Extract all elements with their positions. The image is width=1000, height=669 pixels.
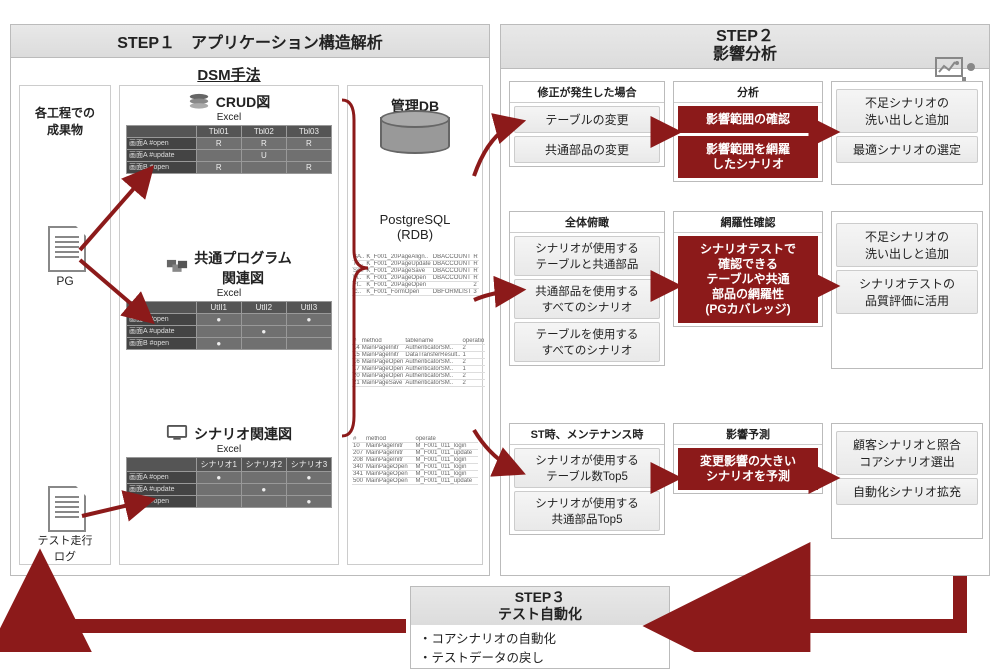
s2c3g3: 顧客シナリオと照合 コアシナリオ選出自動化シナリオ拡充 xyxy=(831,423,983,539)
pill: シナリオが使用する テーブル数Top5 xyxy=(514,448,660,488)
scenario-title: シナリオ関連図 xyxy=(194,424,292,444)
step1-title: STEP１ アプリケーション構造解析 xyxy=(11,25,489,58)
pill: テーブルを使用する すべてのシナリオ xyxy=(514,322,660,362)
pill: 影響範囲の確認 xyxy=(678,106,818,133)
boxes-icon xyxy=(166,259,188,275)
step2-title: STEP２ 影響分析 xyxy=(501,25,989,69)
crud-block: CRUD図 Excel Tbl01Tbl02Tbl03画面A #openRRR画… xyxy=(126,90,332,174)
step1-panel: STEP１ アプリケーション構造解析 各工程での 成果物 PG テスト走行 ログ… xyxy=(10,24,490,576)
pill: テーブルの変更 xyxy=(514,106,660,133)
s2c3g2: 不足シナリオの 洗い出しと追加シナリオテストの 品質評価に活用 xyxy=(831,211,983,369)
step1-left-label: 各工程での 成果物 xyxy=(20,104,110,138)
s2c2g3-h: 影響予測 xyxy=(674,424,822,445)
pill: 不足シナリオの 洗い出しと追加 xyxy=(836,89,978,133)
pill: 変更影響の大きい シナリオを予測 xyxy=(678,448,818,490)
db-listing-3: #methodoperate10MainPageInitrM_F001_011_… xyxy=(352,436,478,485)
step2-panel: STEP２ 影響分析 修正が発生した場合 テーブルの変更共通部品の変更 全体俯瞰… xyxy=(500,24,990,576)
step1-left-panel: 各工程での 成果物 PG テスト走行 ログ xyxy=(19,85,111,565)
step3-body: ・コアシナリオの自動化 ・テストデータの戻し xyxy=(411,625,669,668)
s2c2g2: 網羅性確認 シナリオテストで 確認できる テーブルや共通 部品の網羅性 (PGカ… xyxy=(673,211,823,327)
scenario-sub: Excel xyxy=(126,444,332,455)
s2c2g1: 分析 影響範囲の確認影響範囲を網羅 したシナリオ xyxy=(673,81,823,182)
pill: 不足シナリオの 洗い出しと追加 xyxy=(836,223,978,267)
pg-label: PG xyxy=(20,274,110,288)
pill: 自動化シナリオ拡充 xyxy=(836,478,978,505)
pill: シナリオテストで 確認できる テーブルや共通 部品の網羅性 (PGカバレッジ) xyxy=(678,236,818,323)
db-listing-2: #methodtablenameoperatio14MainPageInitrA… xyxy=(352,338,478,387)
pill: 最適シナリオの選定 xyxy=(836,136,978,163)
common-table: UtlI1UtlI2UtlI3画面A #open●●画面A #update●画面… xyxy=(126,301,332,350)
s2c1g3: ST時、メンテナンス時 シナリオが使用する テーブル数Top5シナリオが使用する… xyxy=(509,423,665,535)
pill: 共通部品を使用する すべてのシナリオ xyxy=(514,279,660,319)
crud-title: CRUD図 xyxy=(216,92,270,112)
db-listing-1: SA..K_F001_20PageAlign..DBACCOUNTRTx..K_… xyxy=(352,254,478,296)
s2c1g2-h: 全体俯瞰 xyxy=(510,212,664,233)
s2c3g1: 不足シナリオの 洗い出しと追加最適シナリオの選定 xyxy=(831,81,983,185)
common-title: 共通プログラム 関連図 xyxy=(194,248,292,288)
monitor-icon xyxy=(166,425,188,441)
dsm-panel: DSM手法 CRUD図 Excel Tbl01Tbl02Tbl03画面A #op… xyxy=(119,85,339,565)
db-engine: PostgreSQL (RDB) xyxy=(348,212,482,242)
crud-sub: Excel xyxy=(126,112,332,123)
pg-doc-icon xyxy=(48,226,86,272)
common-sub: Excel xyxy=(126,288,332,299)
scenario-table: シナリオ1シナリオ2シナリオ3画面A #open●●画面A #update●画面… xyxy=(126,457,332,508)
pill: シナリオが使用する テーブルと共通部品 xyxy=(514,236,660,276)
testlog-label: テスト走行 ログ xyxy=(20,532,110,564)
step3-panel: STEP３ テスト自動化 ・コアシナリオの自動化 ・テストデータの戻し xyxy=(410,586,670,669)
scenario-block: シナリオ関連図 Excel シナリオ1シナリオ2シナリオ3画面A #open●●… xyxy=(126,422,332,508)
db-cylinder-icon xyxy=(380,110,450,154)
pill: 影響範囲を網羅 したシナリオ xyxy=(678,136,818,178)
crud-table: Tbl01Tbl02Tbl03画面A #openRRR画面A #updateU画… xyxy=(126,125,332,174)
pill: 共通部品の変更 xyxy=(514,136,660,163)
s2c2g3: 影響予測 変更影響の大きい シナリオを予測 xyxy=(673,423,823,494)
s2c2g1-h: 分析 xyxy=(674,82,822,103)
s2c2g2-h: 網羅性確認 xyxy=(674,212,822,233)
s2c1g3-h: ST時、メンテナンス時 xyxy=(510,424,664,445)
common-block: 共通プログラム 関連図 Excel UtlI1UtlI2UtlI3画面A #op… xyxy=(126,246,332,350)
dsm-heading: DSM手法 xyxy=(120,64,338,85)
s2c1g1: 修正が発生した場合 テーブルの変更共通部品の変更 xyxy=(509,81,665,167)
pill: シナリオが使用する 共通部品Top5 xyxy=(514,491,660,531)
s2c1g2: 全体俯瞰 シナリオが使用する テーブルと共通部品共通部品を使用する すべてのシナ… xyxy=(509,211,665,366)
step3-title: STEP３ テスト自動化 xyxy=(411,587,669,625)
db-panel: 管理DB PostgreSQL (RDB) SA..K_F001_20PageA… xyxy=(347,85,483,565)
pill: 顧客シナリオと照合 コアシナリオ選出 xyxy=(836,431,978,475)
pill: シナリオテストの 品質評価に活用 xyxy=(836,270,978,314)
stack-icon xyxy=(188,93,210,109)
s2c1g1-h: 修正が発生した場合 xyxy=(510,82,664,103)
testlog-doc-icon xyxy=(48,486,86,532)
